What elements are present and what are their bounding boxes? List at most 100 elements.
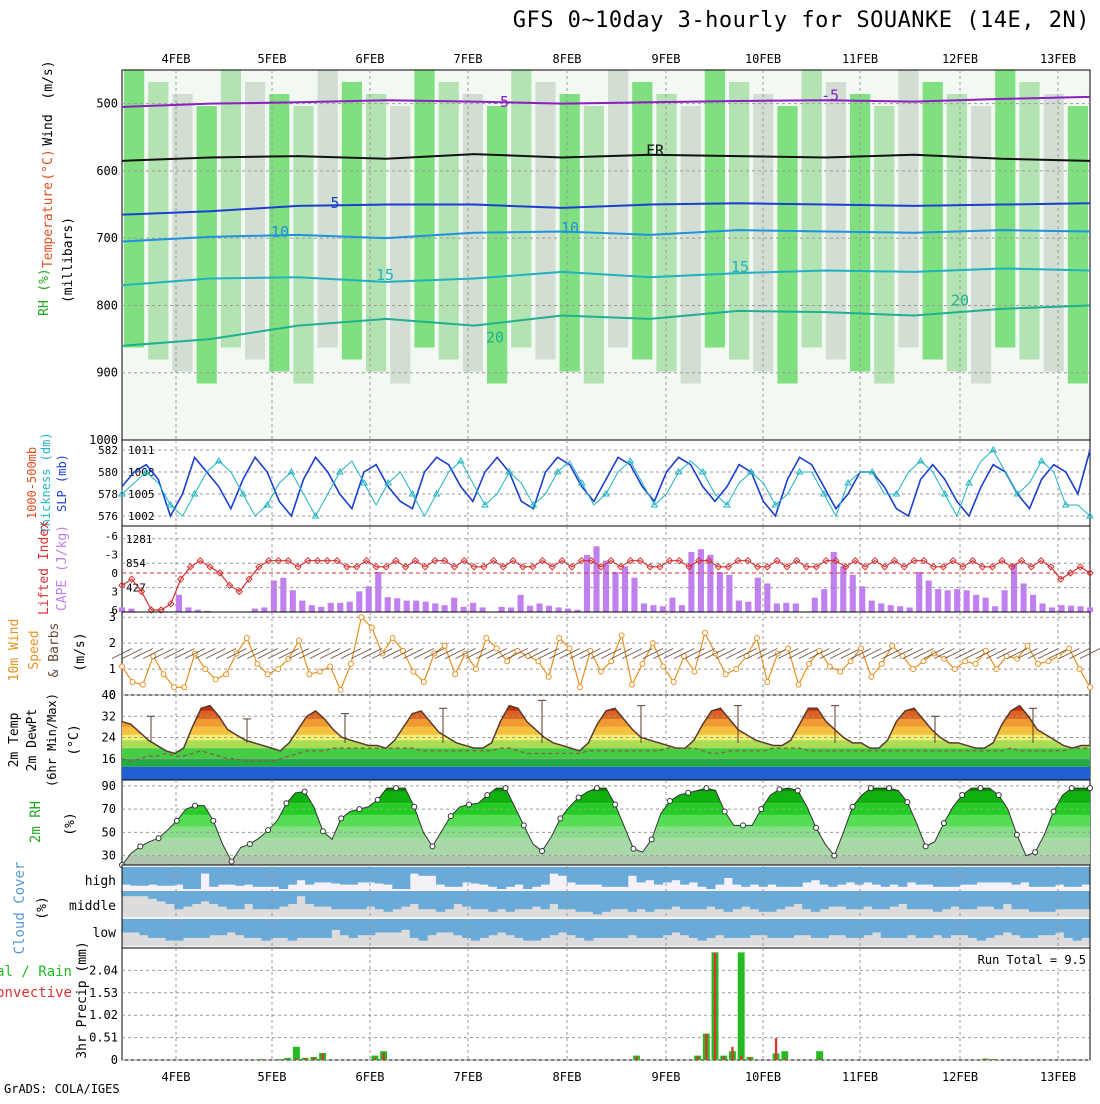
precip-conv-bar-23 [321, 1053, 323, 1060]
wind-barb-5 [164, 649, 184, 659]
precip-conv-bar-72 [749, 1057, 751, 1060]
date-label-bottom-12FEB: 12FEB [942, 1070, 978, 1084]
cloud-middle-cell-61 [654, 891, 663, 909]
precip-tick-0: 0 [111, 1053, 118, 1067]
cape-bar-35 [451, 598, 457, 612]
cape-bar-70 [783, 603, 789, 612]
wind-marker-31 [442, 643, 447, 648]
cloud-high-cell-86 [872, 867, 881, 885]
wind-barb-13 [247, 649, 267, 659]
wind-marker-79 [942, 656, 947, 661]
cloud-high-cell-97 [968, 867, 977, 885]
cloud-middle-cell-51 [567, 891, 576, 909]
cloud-high-cell-32 [401, 867, 410, 889]
cape-bar-19 [299, 601, 305, 612]
li-tick-3: 3 [111, 586, 118, 599]
cloud-middle-cell-79 [811, 891, 820, 912]
rh-marker-80 [850, 804, 855, 809]
wind-marker-43 [567, 646, 572, 651]
cloud-low-cell-67 [706, 919, 715, 938]
axis-label-lifted-index: Lifted Index [37, 521, 52, 615]
axis-label-thickness-dm: Thickness (dm) [39, 432, 53, 533]
cloud-high-cell-45 [514, 867, 523, 885]
cape-bar-102 [1087, 607, 1093, 612]
cape-bar-26 [366, 586, 372, 612]
cloud-middle-cell-78 [802, 891, 811, 909]
wind-marker-69 [838, 669, 843, 674]
wind-marker-74 [890, 643, 895, 648]
rh-marker-50 [576, 795, 581, 800]
wind-barb-21 [331, 649, 351, 659]
cloud-high-cell-20 [296, 867, 305, 880]
cloud-low-cell-106 [1046, 919, 1055, 935]
cloud-high-cell-84 [855, 867, 864, 885]
wind-marker-61 [754, 635, 759, 640]
cloud-high-cell-50 [558, 867, 567, 876]
cloud-high-cell-14 [244, 867, 253, 885]
cloud-low-cell-16 [262, 919, 271, 941]
cloud-low-cell-79 [811, 919, 820, 938]
rh-band-5 [122, 792, 1090, 804]
wind-barb-35 [476, 649, 496, 659]
wind-marker-93 [1088, 685, 1093, 690]
cloud-low-cell-43 [497, 919, 506, 933]
cloud-high-cell-4 [157, 867, 166, 886]
cloud-high-cell-6 [174, 867, 183, 885]
cloud-middle-cell-12 [227, 891, 236, 909]
cloud-high-cell-36 [436, 867, 445, 885]
li-tick--3: -3 [105, 549, 118, 562]
cloud-high-cell-16 [262, 867, 271, 887]
axis-label-2m-temp: 2m Temp [7, 712, 22, 767]
cloud-high-cell-52 [575, 867, 584, 885]
wind-barb-88 [1028, 649, 1048, 659]
cape-bar-100 [1068, 606, 1074, 612]
cloud-low-cell-54 [593, 919, 602, 938]
rh-column-10 [366, 94, 386, 372]
temp-tick-16: 16 [102, 752, 116, 766]
cloud-middle-cell-97 [968, 891, 977, 909]
cloud-middle-cell-108 [1064, 891, 1073, 909]
wind-barb-6 [174, 649, 194, 659]
cloud-low-cell-4 [157, 919, 166, 938]
date-label-bottom-11FEB: 11FEB [842, 1070, 878, 1084]
cloud-middle-cell-25 [340, 891, 349, 909]
wind-barb-89 [1038, 649, 1058, 659]
cloud-middle-cell-1 [131, 891, 140, 896]
cloud-middle-cell-20 [296, 891, 305, 896]
precip-conv-bar-47 [531, 1059, 533, 1060]
precip-tick-2.04: 2.04 [89, 963, 118, 977]
cape-bar-79 [869, 601, 875, 612]
wind-marker-80 [952, 667, 957, 672]
date-label-top-13FEB: 13FEB [1040, 52, 1076, 66]
cloud-middle-cell-5 [166, 891, 175, 904]
rh-marker-42 [503, 786, 508, 791]
cloud-high-cell-57 [619, 867, 628, 887]
cloud-middle-cell-53 [584, 891, 593, 912]
wind-barb-22 [341, 649, 361, 659]
cape-bar-52 [612, 572, 618, 612]
cloud-high-cell-21 [305, 867, 314, 885]
wind-marker-40 [536, 659, 541, 664]
wind-marker-49 [630, 682, 635, 687]
cloud-low-cell-29 [375, 919, 384, 933]
wind-barb-24 [362, 649, 382, 659]
rh-marker-92 [960, 793, 965, 798]
cloud-low-cell-87 [881, 919, 890, 938]
cloud-low-cell-83 [846, 919, 855, 938]
cloud-middle-cell-72 [750, 891, 759, 909]
cloud-low-cell-74 [767, 919, 776, 938]
date-label-top-8FEB: 8FEB [553, 52, 582, 66]
cloud-high-cell-85 [863, 867, 872, 882]
wind-marker-71 [859, 646, 864, 651]
cloud-low-cell-103 [1020, 919, 1029, 938]
cloud-middle-cell-100 [994, 891, 1003, 909]
cloud-middle-cell-10 [209, 891, 218, 904]
axis-label-10m-wind: 10m Wind [7, 619, 22, 682]
cloud-middle-cell-29 [375, 891, 384, 909]
cape-bar-63 [717, 572, 723, 612]
cloud-low-cell-84 [855, 919, 864, 938]
wind-marker-42 [557, 635, 562, 640]
rh-marker-32 [412, 804, 417, 809]
cloud-high-cell-66 [698, 867, 707, 887]
wind-barb-20 [320, 649, 340, 659]
